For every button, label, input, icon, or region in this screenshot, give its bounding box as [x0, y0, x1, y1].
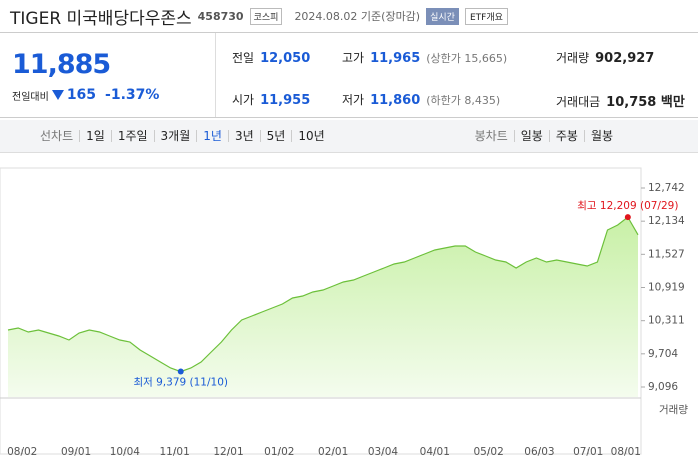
cell-value: 11,860 [370, 93, 421, 108]
period-tab[interactable]: 10년 [291, 130, 330, 142]
candle-tab[interactable]: 일봉 [513, 130, 549, 142]
candle-tab[interactable]: 월봉 [583, 130, 619, 142]
extreme-dot [624, 214, 631, 221]
cell-value: 12,050 [260, 51, 311, 66]
quote-box: 11,885 전일대비 165 -1.37% 전일 12,050 고가 11,965 (… [0, 32, 698, 118]
y-tick-label: 12,134 [648, 215, 685, 227]
period-tab[interactable]: 5년 [259, 130, 292, 142]
change: 전일대비 165 -1.37% [12, 87, 159, 103]
x-tick-label: 03/04 [368, 446, 399, 458]
x-tick-label: 01/02 [264, 446, 294, 458]
price: 11,885 [12, 49, 111, 80]
price-line [7, 216, 639, 373]
x-tick-label: 08/01 [611, 446, 641, 458]
y-tick-label: 11,527 [648, 248, 685, 260]
chart-tabs: 선차트 1일 1주일 3개월 1년 3년 5년 10년 봉차트 일봉 주봉 월봉 [0, 120, 698, 153]
price-panel: 11,885 전일대비 165 -1.37% [0, 33, 216, 117]
candle-tab[interactable]: 주봉 [548, 130, 584, 142]
fund-code: 458730 [197, 9, 244, 23]
tab-label: 선차트 [40, 129, 74, 143]
x-tick-label: 06/03 [524, 446, 554, 458]
y-tick-label: 12,742 [648, 182, 685, 194]
cell-key: 거래대금 [556, 95, 601, 109]
extreme-label: 최고 12,209 (07/29) [577, 200, 678, 212]
y-tick-label: 10,919 [648, 282, 685, 294]
x-tick-label: 02/01 [318, 446, 348, 458]
x-tick-label: 10/04 [110, 446, 141, 458]
quote-cell: 전일 12,050 [232, 49, 310, 66]
cell-value: 902,927 [595, 51, 655, 66]
change-rate: -1.37% [105, 87, 160, 103]
quote-cell: 시가 11,955 [232, 91, 310, 108]
cell-key: 거래량 [556, 51, 590, 65]
realtime-button[interactable]: 실시간 [426, 7, 459, 25]
cell-key: 전일 [232, 51, 255, 65]
volume-label: 거래량 [659, 404, 688, 416]
x-tick-label: 11/01 [160, 446, 190, 458]
period-tab[interactable]: 3개월 [153, 130, 197, 142]
period-tab[interactable]: 1일 [79, 130, 111, 142]
x-tick-label: 05/02 [473, 446, 503, 458]
x-tick-label: 09/01 [61, 446, 91, 458]
y-tick-label: 9,704 [648, 348, 678, 360]
etf-overview-button[interactable]: ETF개요 [464, 7, 508, 25]
x-tick-label: 04/01 [420, 446, 450, 458]
y-tick-label: 9,096 [648, 381, 678, 393]
date: 2024.08.02 기준(장마감) [294, 10, 421, 23]
fund-name: TIGER 미국배당다우존스 [10, 8, 192, 29]
cell-value: 11,965 [370, 51, 421, 66]
x-tick-label: 12/01 [213, 446, 243, 458]
plot-frame [0, 167, 642, 455]
change-label: 전일대비 [12, 91, 49, 103]
quote-cell: 거래량 902,927 [556, 49, 654, 66]
period-tab[interactable]: 1주일 [110, 130, 154, 142]
x-tick-label: 07/01 [573, 446, 603, 458]
period-tab[interactable]: 1년 [196, 130, 228, 142]
header: TIGER 미국배당다우존스 458730 코스피 2024.08.02 기준(… [10, 4, 508, 29]
price-area [8, 217, 638, 397]
tab-label: 봉차트 [474, 129, 508, 143]
y-tick-label: 10,311 [648, 315, 685, 327]
chart: 9,096 9,704 10,311 10,919 11,527 12,134 12,742… [0, 167, 688, 458]
market-tag: 코스피 [249, 7, 283, 25]
change-value: 165 [66, 87, 97, 103]
extreme-label: 최저 9,379 (11/10) [133, 377, 228, 389]
down-arrow [51, 90, 64, 100]
quote-cell: 거래대금 10,758 백만 [556, 91, 685, 110]
period-tab[interactable]: 3년 [227, 130, 260, 142]
cell-value: 11,955 [260, 93, 311, 108]
cell-key: 저가 [342, 93, 365, 107]
extreme-dot [177, 368, 184, 375]
cell-sub: (하한가 8,435) [426, 94, 501, 107]
cell-value: 10,758 백만 [606, 95, 685, 110]
quote-cell: 저가 11,860 (하한가 8,435) [342, 91, 500, 108]
x-tick-label: 08/02 [7, 446, 37, 458]
cell-sub: (상한가 15,665) [426, 52, 508, 65]
cell-key: 고가 [342, 51, 365, 65]
cell-key: 시가 [232, 93, 255, 107]
quote-cell: 고가 11,965 (상한가 15,665) [342, 49, 507, 66]
